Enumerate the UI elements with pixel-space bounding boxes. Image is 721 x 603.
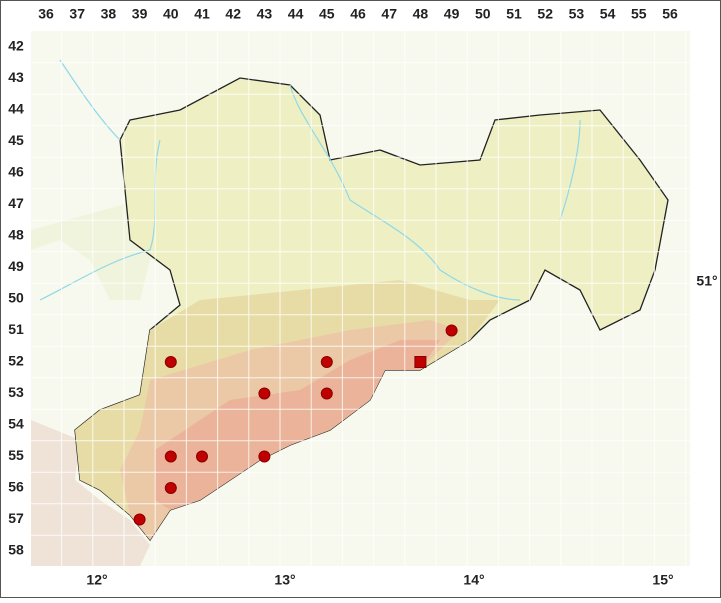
river — [39, 59, 581, 301]
column-label: 53 — [569, 6, 585, 22]
row-label: 53 — [8, 384, 24, 400]
column-label: 46 — [350, 6, 366, 22]
column-label: 44 — [288, 6, 304, 22]
latitude-label: 51° — [696, 273, 717, 289]
row-label: 56 — [8, 479, 24, 495]
row-label: 42 — [8, 38, 24, 54]
record-marker — [133, 513, 146, 526]
row-label: 57 — [8, 510, 24, 526]
row-label: 58 — [8, 542, 24, 558]
record-marker — [164, 450, 177, 463]
row-label: 55 — [8, 447, 24, 463]
record-marker — [164, 356, 177, 368]
row-label: 45 — [8, 132, 24, 148]
column-label: 48 — [413, 6, 429, 22]
record-marker — [414, 356, 427, 368]
row-label: 51 — [8, 321, 24, 337]
record-marker — [164, 482, 177, 494]
high-mountain-zone — [155, 340, 440, 510]
neighbor-highland — [31, 420, 150, 566]
markers — [133, 324, 458, 526]
record-marker — [320, 356, 333, 368]
record-marker — [258, 387, 271, 400]
column-label: 39 — [132, 6, 148, 22]
column-label: 47 — [381, 6, 397, 22]
row-label: 54 — [8, 416, 24, 432]
row-label: 43 — [8, 69, 24, 85]
longitude-label: 13° — [274, 572, 295, 588]
longitude-label: 12° — [86, 572, 107, 588]
column-label: 36 — [38, 6, 54, 22]
row-label: 49 — [8, 258, 24, 274]
row-label: 52 — [8, 353, 24, 369]
row-label: 50 — [8, 290, 24, 306]
column-label: 49 — [444, 6, 460, 22]
record-marker — [445, 324, 458, 337]
row-label: 44 — [8, 101, 24, 117]
column-label: 52 — [537, 6, 553, 22]
column-label: 38 — [101, 6, 117, 22]
column-label: 55 — [631, 6, 647, 22]
longitude-label: 14° — [463, 572, 484, 588]
labels: 36 37 38 39 40 41 42 43 44 45 46 47 48 49 50 51 52 53 54 55… — [8, 6, 717, 588]
row-label: 48 — [8, 227, 24, 243]
column-label: 50 — [475, 6, 491, 22]
column-label: 42 — [225, 6, 241, 22]
row-label: 46 — [8, 164, 24, 180]
column-label: 51 — [506, 6, 522, 22]
record-marker — [320, 387, 333, 400]
record-marker — [196, 450, 208, 463]
column-label: 43 — [257, 6, 273, 22]
column-label: 45 — [319, 6, 335, 22]
record-marker — [258, 450, 271, 463]
longitude-label: 15° — [652, 572, 673, 588]
row-label: 47 — [8, 195, 24, 211]
column-label: 37 — [69, 6, 85, 22]
column-label: 40 — [163, 6, 179, 22]
column-label: 41 — [194, 6, 210, 22]
column-label: 54 — [600, 6, 616, 22]
column-label: 56 — [662, 6, 678, 22]
grid — [31, 31, 690, 566]
